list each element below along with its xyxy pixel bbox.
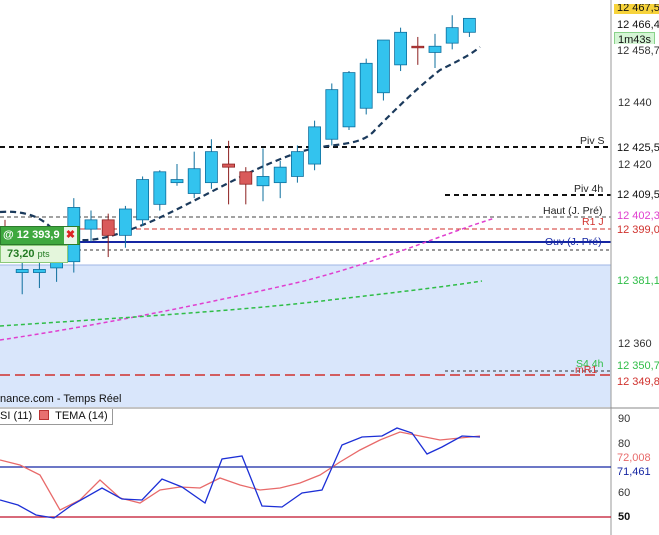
bullish-candle[interactable]	[394, 31, 408, 66]
last-price-label: 12 466,4	[614, 18, 659, 32]
lower-shaded-region	[0, 265, 611, 407]
mr1-price-label: 12 349,8	[614, 375, 659, 389]
r1-price-label: 12 399,0	[614, 223, 659, 237]
bullish-candle[interactable]	[153, 171, 167, 205]
indicator-tick-50: 50	[618, 511, 631, 523]
bullish-candle[interactable]	[84, 219, 98, 230]
piv-s-level-label: Piv S	[580, 135, 605, 147]
bullish-candle[interactable]	[342, 72, 356, 128]
price-label-top: 12 467,5	[614, 4, 659, 14]
haut-jpre-price-label: 12 402,3	[614, 209, 659, 223]
dark-trend-line	[0, 46, 481, 242]
piv-s-price-label: 12 425,5	[614, 141, 659, 155]
bullish-candle[interactable]	[33, 269, 46, 273]
bullish-candle[interactable]	[187, 168, 201, 194]
bullish-candle[interactable]	[170, 179, 184, 184]
tema-value-label: 72,008	[614, 451, 654, 465]
mr1-level-label: mR1	[575, 364, 598, 376]
si-line	[0, 427, 481, 519]
bullish-candle[interactable]	[376, 39, 390, 94]
bullish-candle[interactable]	[256, 176, 270, 187]
bullish-candle[interactable]	[204, 151, 218, 184]
open-order-box[interactable]: @ 12 393,9 ✖	[0, 226, 80, 245]
close-order-icon[interactable]: ✖	[64, 227, 77, 244]
r1-level-label: R1 J	[582, 216, 604, 228]
indicator-legend[interactable]: SI (11) TEMA (14)	[0, 409, 113, 425]
pink-moving-average	[0, 217, 496, 341]
bearish-candle[interactable]	[222, 163, 236, 168]
tema-line	[0, 431, 481, 511]
ouv-jpre-level-label: Ouv (J. Pré)	[545, 236, 602, 248]
bullish-candle[interactable]	[290, 151, 304, 177]
bullish-candle[interactable]	[308, 126, 322, 165]
price-tick-12360: 12 360	[618, 338, 652, 350]
bullish-candle[interactable]	[136, 179, 150, 221]
tema-color-swatch	[39, 410, 50, 420]
price-tick-12440: 12 440	[618, 97, 652, 109]
bullish-candle[interactable]	[325, 89, 339, 140]
order-price-text: @ 12 393,9	[3, 229, 60, 241]
si-value-label: 71,461	[614, 465, 654, 479]
price-tick-12420: 12 420	[618, 159, 652, 171]
indicator-tick-80: 80	[618, 438, 631, 450]
bullish-candle[interactable]	[428, 45, 442, 53]
bearish-candle[interactable]	[101, 219, 115, 236]
bearish-candle[interactable]	[239, 171, 253, 185]
s4-4h-level-label: S4 4h	[576, 358, 604, 370]
bullish-candle[interactable]	[359, 62, 373, 109]
order-pnl-value: 73,20	[7, 248, 35, 260]
bullish-candle[interactable]	[462, 17, 476, 33]
indicator-tick-60: 60	[618, 487, 631, 499]
candlestick-series	[0, 15, 476, 295]
indicator-tick-90: 90	[618, 413, 631, 425]
green-ma-price-label: 12 381,1	[614, 274, 659, 288]
bearish-candle[interactable]	[411, 45, 425, 49]
bullish-candle[interactable]	[445, 27, 459, 44]
order-pnl-box: 73,20 pts	[0, 245, 68, 263]
bullish-candle[interactable]	[15, 269, 29, 273]
bullish-candle[interactable]	[119, 208, 132, 236]
data-source-label: nance.com - Temps Réel	[0, 393, 122, 405]
ask-price-label: 12 458,7	[614, 44, 659, 58]
si-legend-label[interactable]: SI (11)	[0, 410, 33, 422]
bullish-candle[interactable]	[273, 166, 287, 184]
order-pnl-unit: pts	[37, 249, 50, 259]
piv-4h-level-label: Piv 4h	[574, 183, 604, 195]
green-moving-average	[0, 280, 483, 327]
s4-4h-price-label: 12 350,7	[614, 359, 659, 373]
haut-jpre-level-label: Haut (J. Pré)	[543, 205, 603, 217]
tema-legend-label[interactable]: TEMA (14)	[55, 410, 108, 422]
piv-4h-price-label: 12 409,5	[614, 188, 659, 202]
